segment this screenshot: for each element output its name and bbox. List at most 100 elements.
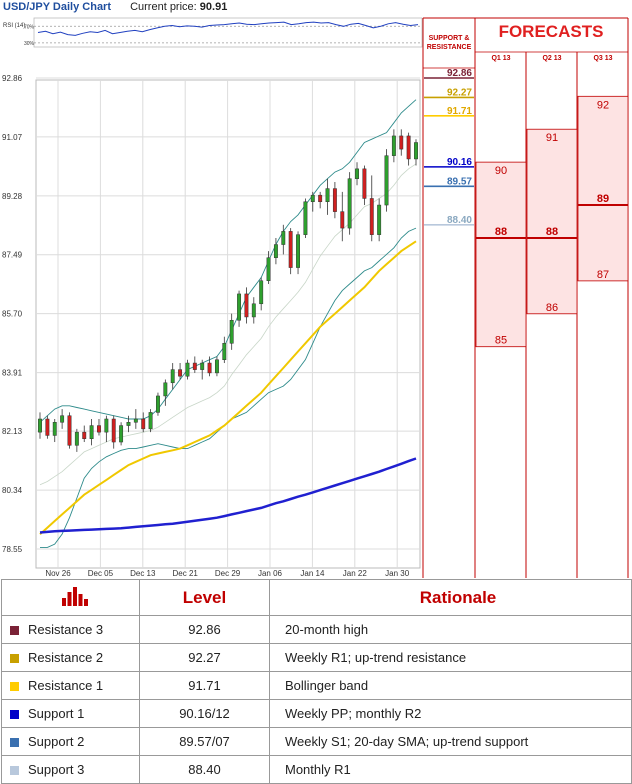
level-name: Resistance 3 (28, 622, 104, 637)
candle-body (67, 415, 72, 446)
x-tick-label: Dec 05 (88, 569, 114, 578)
color-swatch (10, 682, 19, 692)
candle-body (89, 425, 94, 439)
candle-body (399, 135, 404, 150)
level-name: Support 2 (28, 734, 85, 749)
rsi-label: RSI (14) (3, 23, 25, 29)
candle-body (310, 194, 315, 203)
x-tick-label: Jan 14 (300, 569, 325, 578)
candle-body (251, 303, 256, 318)
candle-body (192, 362, 197, 370)
table-row: Resistance 1 91.71 Bollinger band (1, 671, 632, 700)
sr-header: SUPPORT & RESISTANCE (426, 35, 472, 51)
level-name-cell: Support 2 (1, 727, 140, 756)
level-name: Resistance 1 (28, 678, 104, 693)
level-name-cell: Resistance 1 (1, 671, 140, 700)
forecast-low-label: 87 (597, 269, 609, 281)
candle-body (207, 362, 212, 374)
candle-body (148, 412, 153, 430)
y-tick-label: 85.70 (2, 310, 23, 319)
candle-body (303, 201, 308, 235)
y-tick-label: 83.91 (2, 369, 23, 378)
levels-table: Level Rationale Resistance 3 92.86 20-mo… (1, 579, 632, 784)
candle-body (377, 204, 382, 235)
y-tick-label: 78.55 (2, 545, 23, 554)
candle-body (185, 362, 190, 377)
quarter-label-q1: Q1 13 (491, 55, 511, 62)
level-value: 89.57/07 (139, 727, 270, 756)
level-name-cell: Resistance 2 (1, 643, 140, 672)
rsi-line (37, 21, 419, 36)
level-value: 90.16/12 (139, 699, 270, 728)
candle-body (170, 369, 175, 384)
sma-blue-line (39, 457, 417, 534)
table-row: Resistance 2 92.27 Weekly R1; up-trend r… (1, 643, 632, 672)
candle-body (406, 135, 411, 160)
candle-body (82, 431, 87, 439)
bar-chart-icon (61, 587, 88, 606)
candle-body (259, 280, 264, 305)
header-level: Level (139, 579, 270, 616)
bollinger-mid-line (39, 163, 417, 486)
y-tick-label: 87.49 (2, 251, 23, 260)
candle-body (104, 418, 109, 433)
candle-body (237, 293, 242, 321)
forecast-low-label: 86 (546, 302, 558, 314)
color-swatch (10, 710, 19, 720)
forecast-central-label: 89 (597, 193, 609, 205)
level-name: Support 3 (28, 762, 85, 777)
y-tick-label: 80.34 (2, 486, 23, 495)
y-tick-label: 89.28 (2, 192, 23, 201)
header-rationale: Rationale (269, 579, 632, 616)
header-icon-cell (1, 579, 140, 616)
color-swatch (10, 766, 19, 776)
candle-body (391, 135, 396, 156)
candle-body (97, 425, 101, 433)
forecast-low-label: 85 (495, 335, 507, 347)
level-rationale: 20-month high (269, 615, 632, 644)
x-tick-label: Dec 13 (130, 569, 156, 578)
level-value: 92.86 (139, 615, 270, 644)
candle-body (244, 293, 249, 318)
candle-body (156, 395, 160, 413)
candle-body (119, 425, 124, 443)
color-swatch (10, 626, 19, 636)
level-rationale: Monthly R1 (269, 755, 632, 784)
candle-body (273, 244, 278, 258)
candle-body (141, 418, 146, 430)
table-row: Support 1 90.16/12 Weekly PP; monthly R2 (1, 699, 632, 728)
candle-body (296, 234, 300, 268)
y-tick-label: 91.07 (2, 133, 23, 142)
levels-table-header: Level Rationale (1, 579, 632, 616)
candle-body (52, 422, 57, 436)
sr-level-label: 88.40 (447, 215, 472, 226)
sr-level-label: 89.57 (447, 176, 472, 187)
level-name-cell: Support 3 (1, 755, 140, 784)
forecast-box (577, 95, 629, 282)
candle-body (347, 178, 352, 229)
table-row: Support 2 89.57/07 Weekly S1; 20-day SMA… (1, 727, 632, 756)
candle-body (229, 319, 234, 344)
forecast-high-label: 92 (597, 99, 609, 111)
level-rationale: Bollinger band (269, 671, 632, 700)
candle-body (133, 418, 138, 423)
price-label: Current price: (130, 1, 197, 13)
candle-body (325, 188, 330, 203)
candle-body (214, 359, 219, 374)
price-value: 90.91 (199, 1, 228, 13)
forecast-central-label: 88 (546, 226, 558, 238)
candle-body (362, 168, 367, 199)
candle-body (369, 198, 374, 235)
x-tick-label: Dec 29 (215, 569, 241, 578)
y-tick-label: 82.13 (2, 427, 23, 436)
x-tick-label: Dec 21 (173, 569, 199, 578)
color-swatch (10, 654, 19, 664)
quarter-label-q2: Q2 13 (542, 55, 562, 62)
y-tick-label: 92.86 (2, 74, 23, 83)
level-rationale: Weekly S1; 20-day SMA; up-trend support (269, 727, 632, 756)
candle-body (163, 382, 168, 397)
level-name-cell: Resistance 3 (1, 615, 140, 644)
sr-level-label: 92.27 (447, 87, 472, 98)
rsi-tick-30: 30% (24, 41, 35, 47)
forecast-central-label: 88 (495, 226, 507, 238)
